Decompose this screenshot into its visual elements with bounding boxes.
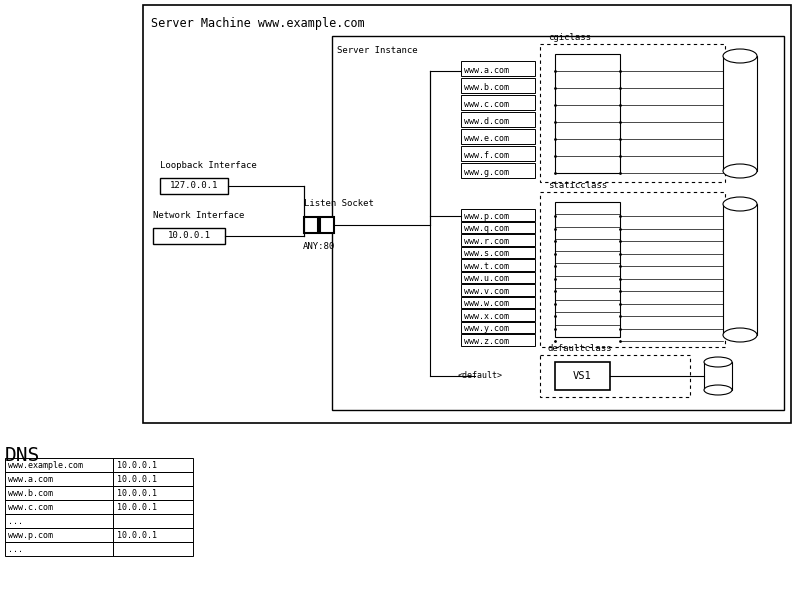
Text: www.p.com: www.p.com (464, 212, 509, 221)
Bar (5, 486, 113, 500)
Text: ...: ... (8, 516, 23, 526)
Bar (540, 44, 725, 182)
Bar (461, 284, 535, 295)
Bar (461, 209, 535, 220)
Bar (461, 309, 535, 320)
Text: www.u.com: www.u.com (464, 274, 509, 283)
Text: 10.0.0.1: 10.0.0.1 (117, 488, 157, 497)
Bar (461, 129, 535, 144)
Bar (5, 458, 113, 472)
Bar (461, 259, 535, 271)
Text: www.c.com: www.c.com (464, 100, 509, 109)
Bar (113, 472, 193, 486)
Text: www.v.com: www.v.com (464, 287, 509, 296)
Bar (113, 542, 193, 556)
Text: staticclass: staticclass (548, 181, 607, 190)
Bar (461, 272, 535, 283)
Text: 10.0.0.1: 10.0.0.1 (117, 461, 157, 469)
Bar (540, 192, 725, 347)
Bar (113, 458, 193, 472)
Text: 10.0.0.1: 10.0.0.1 (117, 503, 157, 511)
Bar (160, 178, 228, 194)
Bar (113, 528, 193, 542)
Text: www.g.com: www.g.com (464, 168, 509, 177)
Text: www.a.com: www.a.com (8, 475, 53, 484)
Text: www.f.com: www.f.com (464, 151, 509, 160)
Text: www.z.com: www.z.com (464, 337, 509, 346)
Bar (5, 514, 113, 528)
Bar (461, 146, 535, 161)
Text: Server Instance: Server Instance (337, 46, 418, 55)
Bar (461, 163, 535, 178)
Text: cgiclass: cgiclass (548, 33, 591, 42)
Bar (113, 500, 193, 514)
Ellipse shape (723, 328, 757, 342)
Text: www.r.com: www.r.com (464, 237, 509, 246)
Bar (461, 78, 535, 93)
Text: Loopback Interface: Loopback Interface (160, 161, 257, 170)
Bar (555, 54, 620, 173)
Ellipse shape (704, 357, 732, 367)
Text: 10.0.0.1: 10.0.0.1 (117, 475, 157, 484)
Bar (5, 528, 113, 542)
Text: www.s.com: www.s.com (464, 249, 509, 258)
Bar (461, 221, 535, 233)
Text: <default>: <default> (458, 372, 502, 381)
Bar (320, 217, 334, 233)
Text: VS1: VS1 (573, 371, 592, 381)
Text: www.x.com: www.x.com (464, 312, 509, 321)
Bar (153, 228, 225, 244)
Text: www.example.com: www.example.com (8, 461, 83, 469)
Text: Listen Socket: Listen Socket (304, 199, 374, 208)
Text: www.w.com: www.w.com (464, 299, 509, 308)
Bar (461, 321, 535, 333)
Bar (704, 362, 732, 390)
Bar (461, 61, 535, 76)
Text: defaultclass: defaultclass (548, 344, 613, 353)
Bar (540, 355, 690, 397)
Text: www.p.com: www.p.com (8, 530, 53, 539)
Text: 10.0.0.1: 10.0.0.1 (117, 530, 157, 539)
Text: www.q.com: www.q.com (464, 224, 509, 233)
Bar (461, 246, 535, 258)
Text: www.a.com: www.a.com (464, 66, 509, 75)
Bar (723, 56, 757, 171)
Ellipse shape (723, 197, 757, 211)
Bar (555, 362, 610, 390)
Text: 127.0.0.1: 127.0.0.1 (170, 182, 218, 191)
Ellipse shape (723, 49, 757, 63)
Bar (5, 472, 113, 486)
Text: Server Machine www.example.com: Server Machine www.example.com (151, 17, 365, 30)
Ellipse shape (704, 385, 732, 395)
Bar (461, 234, 535, 246)
Text: www.e.com: www.e.com (464, 134, 509, 143)
Bar (461, 95, 535, 110)
Bar (304, 217, 318, 233)
Text: DNS: DNS (5, 446, 40, 465)
Bar (113, 486, 193, 500)
Bar (143, 5, 791, 423)
Bar (461, 297, 535, 308)
Text: ...: ... (8, 545, 23, 554)
Ellipse shape (723, 164, 757, 178)
Text: www.y.com: www.y.com (464, 324, 509, 333)
Text: www.b.com: www.b.com (464, 83, 509, 92)
Text: www.c.com: www.c.com (8, 503, 53, 511)
Bar (5, 500, 113, 514)
Bar (332, 36, 784, 410)
Bar (723, 204, 757, 335)
Text: www.b.com: www.b.com (8, 488, 53, 497)
Bar (555, 202, 620, 337)
Text: www.t.com: www.t.com (464, 262, 509, 271)
Bar (461, 112, 535, 127)
Text: ANY:80: ANY:80 (303, 242, 335, 251)
Text: www.d.com: www.d.com (464, 117, 509, 126)
Text: Network Interface: Network Interface (153, 211, 244, 220)
Bar (113, 514, 193, 528)
Bar (461, 334, 535, 346)
Bar (5, 542, 113, 556)
Text: 10.0.0.1: 10.0.0.1 (167, 231, 210, 240)
